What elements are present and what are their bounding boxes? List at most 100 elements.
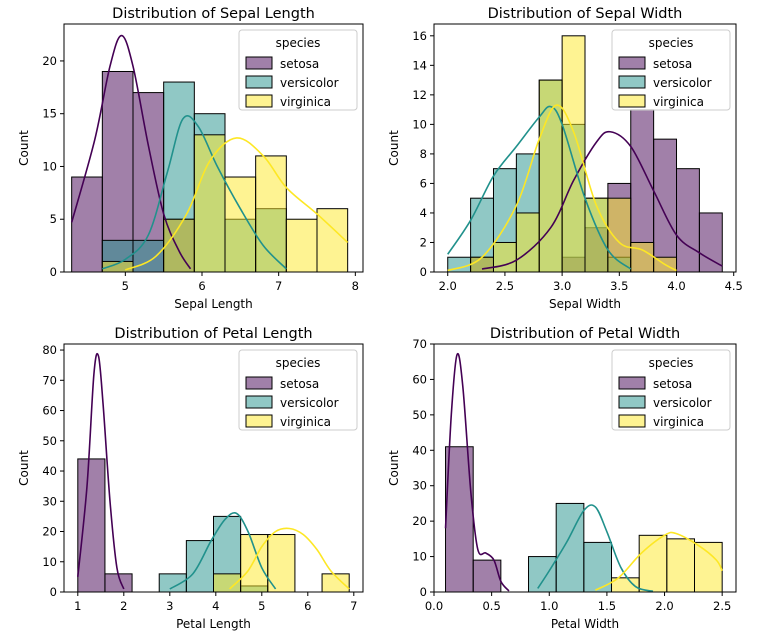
legend-label-setosa: setosa bbox=[280, 57, 319, 71]
bar-virginica-bin-1 bbox=[470, 256, 494, 273]
bar-versicolor-bin-5 bbox=[583, 541, 613, 593]
kde-line-virginica bbox=[229, 527, 350, 590]
y-tick-label: 10 bbox=[42, 159, 57, 173]
x-tick-label: 6 bbox=[198, 279, 205, 293]
chart-panel-2: Distribution of Sepal Width 2.0 2.5 3.0 3.5 4… bbox=[387, 6, 743, 311]
legend-swatch-setosa bbox=[618, 376, 646, 390]
y-tick-label: 60 bbox=[412, 372, 427, 386]
x-tick-label: 7 bbox=[275, 279, 282, 293]
legend-title: species bbox=[649, 356, 694, 370]
y-tick-label: 10 bbox=[412, 550, 427, 564]
x-tick-label: 1.0 bbox=[540, 599, 558, 613]
y-tick-label: 30 bbox=[412, 479, 427, 493]
x-tick-label: 4 bbox=[212, 599, 219, 613]
legend-swatch-virginica bbox=[245, 94, 273, 108]
x-tick-label: 6 bbox=[304, 599, 311, 613]
kde-line-virginica bbox=[125, 137, 349, 271]
y-tick-label: 12 bbox=[412, 88, 427, 102]
y-axis-label: Count bbox=[17, 130, 31, 166]
x-axis-ticks: 5 6 7 8 bbox=[122, 272, 359, 293]
bar-virginica-bin-7 bbox=[267, 534, 296, 593]
y-axis-label: Count bbox=[387, 450, 401, 486]
y-tick-label: 8 bbox=[420, 147, 427, 161]
x-axis-ticks: 2.0 2.5 3.0 3.5 4.0 4.5 bbox=[439, 272, 743, 293]
y-tick-label: 6 bbox=[420, 176, 427, 190]
legend-box bbox=[238, 29, 358, 111]
axes-frame bbox=[63, 23, 364, 273]
kde-line-setosa bbox=[481, 130, 723, 270]
bar-setosa-bin-1 bbox=[472, 559, 502, 593]
kde-line-versicolor bbox=[537, 504, 654, 593]
y-tick-label: 0 bbox=[420, 585, 427, 599]
y-tick-label: 40 bbox=[412, 443, 427, 457]
y-tick-label: 40 bbox=[42, 464, 57, 478]
bar-virginica-bin-8 bbox=[666, 538, 696, 593]
legend-label-virginica: virginica bbox=[653, 415, 704, 429]
x-axis-label: Sepal Length bbox=[174, 297, 253, 311]
bar-virginica-bin-5 bbox=[224, 176, 257, 273]
bar-virginica-bin-5 bbox=[561, 35, 586, 273]
bar-virginica-bin-7 bbox=[638, 534, 668, 593]
bar-virginica-bin-4 bbox=[538, 79, 563, 273]
legend-label-virginica: virginica bbox=[653, 95, 704, 109]
x-tick-label: 5 bbox=[258, 599, 265, 613]
x-tick-label: 3.0 bbox=[553, 279, 571, 293]
y-axis-ticks: 0 2 4 6 8 10 12 14 16 bbox=[412, 29, 434, 279]
y-tick-label: 10 bbox=[412, 117, 427, 131]
legend-swatch-virginica bbox=[618, 414, 646, 428]
x-tick-label: 2.0 bbox=[655, 599, 673, 613]
x-tick-label: 2 bbox=[120, 599, 127, 613]
legend-label-virginica: virginica bbox=[280, 415, 331, 429]
y-tick-label: 15 bbox=[42, 107, 57, 121]
y-tick-label: 70 bbox=[412, 337, 427, 351]
legend-swatch-versicolor bbox=[245, 395, 273, 409]
legend: species setosa versicolor virginica bbox=[611, 29, 731, 111]
x-tick-label: 3.5 bbox=[610, 279, 628, 293]
legend-label-setosa: setosa bbox=[280, 377, 319, 391]
x-axis-label: Sepal Width bbox=[549, 297, 621, 311]
bar-virginica-bin-6 bbox=[255, 155, 287, 273]
legend: species setosa versicolor virginica bbox=[238, 29, 358, 111]
axes-frame bbox=[63, 343, 364, 593]
x-tick-label: 1.5 bbox=[598, 599, 616, 613]
bar-virginica-bin-4 bbox=[193, 134, 226, 273]
legend-box bbox=[611, 29, 731, 111]
bar-setosa-bin-10 bbox=[676, 168, 700, 273]
kde-line-versicolor bbox=[169, 512, 277, 590]
bar-versicolor-bin-2 bbox=[132, 239, 165, 273]
histogram-bars bbox=[445, 446, 723, 593]
x-tick-label: 0.5 bbox=[482, 599, 500, 613]
legend-label-virginica: virginica bbox=[280, 95, 331, 109]
bar-virginica-bin-8 bbox=[630, 241, 655, 273]
kde-curves bbox=[447, 104, 723, 272]
histogram-bars bbox=[71, 70, 349, 273]
kde-curves bbox=[444, 352, 723, 593]
bar-versicolor-bin-4 bbox=[185, 540, 214, 593]
bar-setosa-bin-1 bbox=[101, 70, 134, 273]
histogram-bars bbox=[77, 458, 350, 593]
x-tick-label: 5 bbox=[122, 279, 129, 293]
axes-frame bbox=[433, 23, 737, 273]
legend-label-versicolor: versicolor bbox=[280, 76, 339, 90]
y-tick-label: 4 bbox=[420, 206, 427, 220]
kde-line-virginica bbox=[594, 531, 723, 591]
x-tick-label: 8 bbox=[352, 279, 359, 293]
bar-virginica-bin-9 bbox=[694, 541, 723, 593]
y-tick-label: 60 bbox=[42, 404, 57, 418]
legend: species setosa versicolor virginica bbox=[611, 349, 731, 431]
y-tick-label: 20 bbox=[42, 525, 57, 539]
y-tick-label: 5 bbox=[50, 212, 57, 226]
y-axis-label: Count bbox=[17, 450, 31, 486]
x-axis-label: Petal Width bbox=[551, 617, 619, 631]
y-tick-label: 80 bbox=[42, 343, 57, 357]
kde-curves bbox=[70, 34, 349, 271]
chart-title: Distribution of Petal Width bbox=[490, 326, 680, 342]
y-axis-ticks: 0 10 20 30 40 50 60 70 bbox=[412, 337, 434, 599]
x-tick-label: 2.5 bbox=[496, 279, 514, 293]
legend-label-versicolor: versicolor bbox=[653, 396, 712, 410]
y-tick-label: 14 bbox=[412, 58, 427, 72]
legend-label-setosa: setosa bbox=[653, 377, 692, 391]
y-axis-ticks: 0 10 20 30 40 50 60 70 80 bbox=[42, 343, 64, 599]
chart-panel-4: Distribution of Petal Width 0.0 0.5 1.0 1.5 2… bbox=[387, 326, 737, 631]
